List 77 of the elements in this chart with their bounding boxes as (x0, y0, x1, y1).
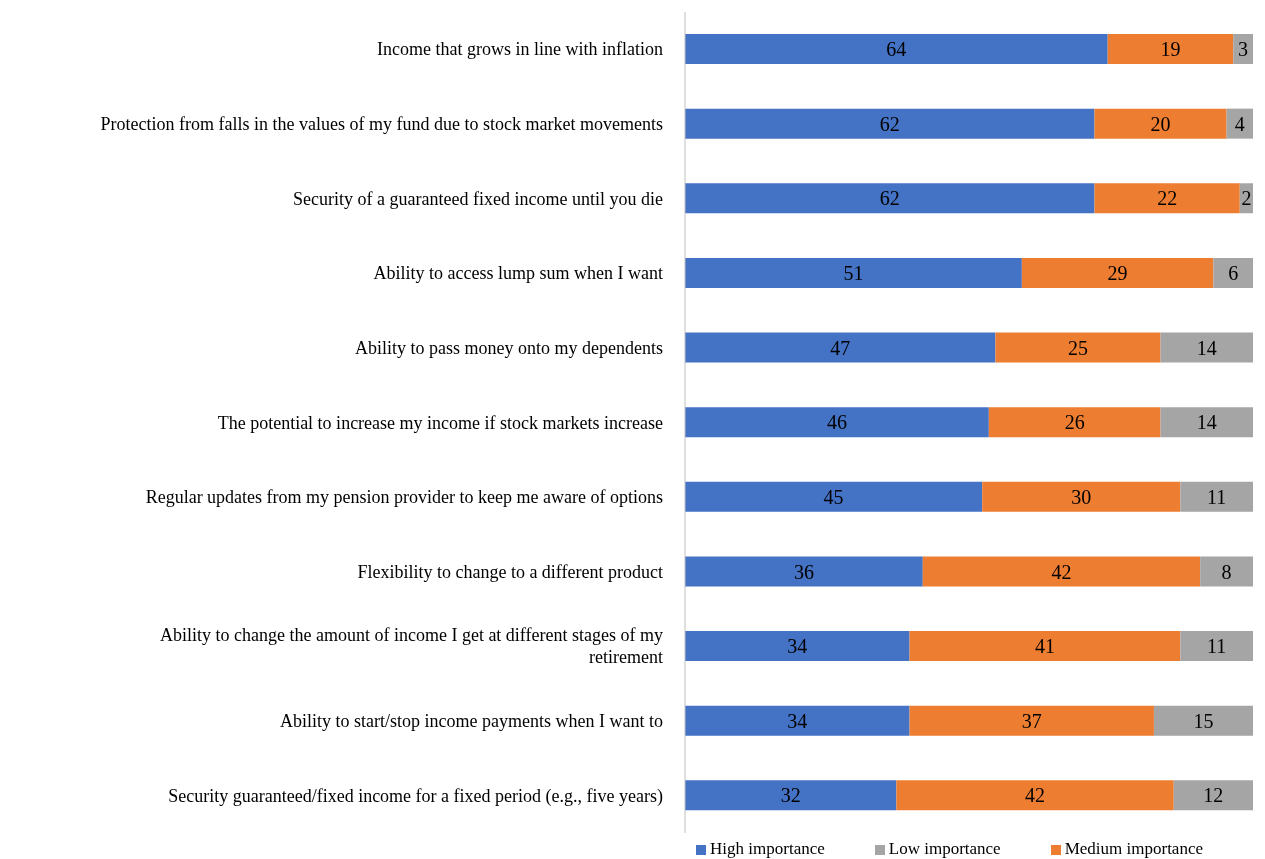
y-tick-label: Ability to start/stop income payments when I want to (280, 711, 663, 732)
bar (1094, 108, 1227, 139)
data-label: 3 (1238, 38, 1249, 61)
data-label: 41 (1034, 635, 1055, 658)
data-label: 46 (826, 411, 847, 434)
data-label: 62 (879, 112, 900, 135)
y-tick-label: The potential to increase my income if stock markets increase (217, 412, 663, 433)
y-tick-label: Income that grows in line with inflation (377, 39, 663, 60)
data-label: 12 (1203, 784, 1224, 807)
data-label: 20 (1150, 112, 1171, 135)
data-label: 29 (1107, 262, 1128, 285)
y-tick-label: Flexibility to change to a different product (357, 561, 663, 582)
legend-label: Medium importance (1064, 839, 1203, 858)
bar (1153, 705, 1253, 736)
bar (685, 332, 996, 363)
data-label: 47 (830, 336, 851, 359)
y-tick-label: Ability to change the amount of income I get at different stages of my retirement (159, 625, 663, 668)
data-label: 15 (1193, 709, 1214, 732)
bar (909, 631, 1181, 662)
data-label: 32 (780, 784, 801, 807)
data-label: 25 (1067, 336, 1088, 359)
bar (1213, 257, 1253, 288)
data-label: 42 (1025, 784, 1046, 807)
data-label: 11 (1207, 485, 1227, 508)
data-label: 14 (1196, 336, 1217, 359)
data-label: 22 (1157, 187, 1178, 210)
bar (1094, 183, 1240, 214)
bar (1173, 780, 1253, 811)
data-label: 45 (823, 485, 844, 508)
data-label: 6 (1228, 262, 1239, 285)
legend-label: High importance (710, 839, 825, 858)
data-label: 37 (1021, 709, 1042, 732)
bar (685, 257, 1022, 288)
bar (685, 780, 897, 811)
y-tick-label: Protection from falls in the values of my fund due to stock market movements (100, 113, 663, 134)
bar (1180, 631, 1253, 662)
bar (685, 407, 989, 438)
data-label: 34 (787, 709, 808, 732)
y-tick-label: Ability to pass money onto my dependents (355, 337, 663, 358)
data-label: 11 (1207, 635, 1227, 658)
bar (685, 34, 1108, 64)
y-tick-label: Ability to access lump sum when I want (373, 263, 663, 284)
y-tick-label: Regular updates from my pension provider to keep me aware of options (145, 487, 663, 508)
bar (982, 481, 1181, 512)
data-label: 64 (886, 38, 907, 61)
data-label: 34 (787, 635, 808, 658)
bar (1160, 407, 1253, 438)
y-tick-label: Security of a guaranteed fixed income until you die (293, 188, 663, 209)
data-label: 36 (793, 560, 814, 583)
bar (685, 183, 1095, 214)
data-label: 42 (1051, 560, 1072, 583)
bar (922, 556, 1201, 587)
bar (685, 705, 910, 736)
bar (1160, 332, 1253, 363)
data-label: 26 (1064, 411, 1085, 434)
bar (685, 481, 983, 512)
data-label: 51 (843, 262, 864, 285)
data-label: 2 (1241, 187, 1252, 210)
legend-label: Low importance (888, 839, 1001, 858)
bar (685, 108, 1095, 139)
data-label: 8 (1221, 560, 1232, 583)
y-tick-label: Security guaranteed/fixed income for a fixed period (e.g., five years) (168, 785, 663, 807)
bar (896, 780, 1174, 811)
bar (909, 705, 1154, 736)
bar (685, 556, 923, 587)
data-label: 19 (1160, 38, 1181, 61)
bar (685, 631, 910, 662)
bar (1021, 257, 1214, 288)
bar (1200, 556, 1253, 587)
data-label: 62 (879, 187, 900, 210)
bar (1180, 481, 1253, 512)
data-label: 4 (1234, 112, 1245, 135)
bar (1107, 34, 1234, 64)
bar (995, 332, 1161, 363)
bar (988, 407, 1161, 438)
data-label: 30 (1071, 485, 1092, 508)
data-label: 14 (1196, 411, 1217, 434)
